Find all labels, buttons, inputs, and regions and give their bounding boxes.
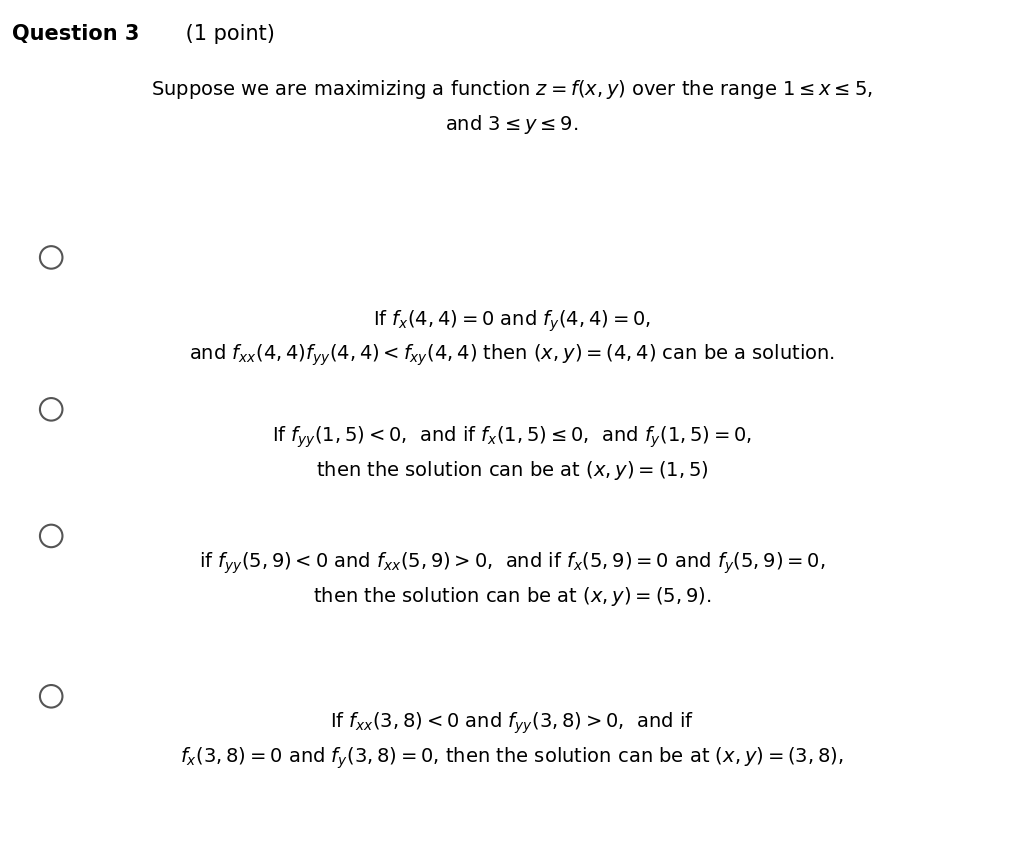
Text: $f_x(3, 8) = 0$ and $f_y(3, 8) = 0$, then the solution can be at $(x, y) = (3, 8: $f_x(3, 8) = 0$ and $f_y(3, 8) = 0$, the…: [180, 745, 844, 771]
Text: and $3 \leq y \leq 9$.: and $3 \leq y \leq 9$.: [445, 113, 579, 136]
Text: If $f_x(4, 4) = 0$ and $f_y(4, 4) = 0$,: If $f_x(4, 4) = 0$ and $f_y(4, 4) = 0$,: [373, 308, 651, 333]
Text: if $f_{yy}(5, 9) < 0$ and $f_{xx}(5, 9) > 0$,  and if $f_x(5, 9) = 0$ and $f_y(5: if $f_{yy}(5, 9) < 0$ and $f_{xx}(5, 9) …: [199, 550, 825, 576]
Text: If $f_{yy}(1, 5) < 0$,  and if $f_x(1, 5) \leq 0$,  and $f_y(1, 5) = 0$,: If $f_{yy}(1, 5) < 0$, and if $f_x(1, 5)…: [272, 425, 752, 450]
Text: then the solution can be at $(x, y) = (1, 5)$: then the solution can be at $(x, y) = (1…: [315, 459, 709, 482]
Text: Suppose we are maximizing a function $z = f(x, y)$ over the range $1 \leq x \leq: Suppose we are maximizing a function $z …: [152, 78, 872, 101]
Text: (1 point): (1 point): [179, 24, 275, 44]
Text: If $f_{xx}(3, 8) < 0$ and $f_{yy}(3, 8) > 0$,  and if: If $f_{xx}(3, 8) < 0$ and $f_{yy}(3, 8) …: [330, 711, 694, 736]
Text: and $f_{xx}(4, 4)f_{yy}(4, 4) < f_{xy}(4, 4)$ then $(x, y) = (4, 4)$ can be a so: and $f_{xx}(4, 4)f_{yy}(4, 4) < f_{xy}(4…: [189, 343, 835, 368]
Text: Question 3: Question 3: [12, 24, 139, 44]
Text: then the solution can be at $(x, y) = (5, 9)$.: then the solution can be at $(x, y) = (5…: [313, 585, 711, 608]
